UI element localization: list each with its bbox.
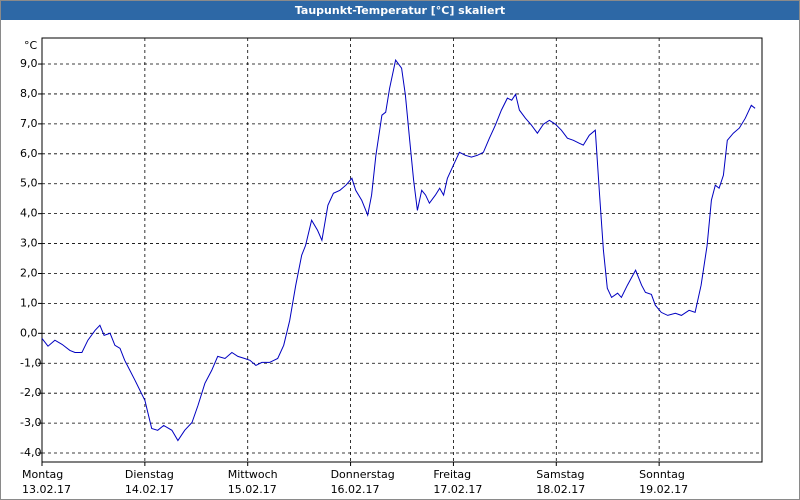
y-tick-label: 8,0 [20,87,38,100]
y-tick-label: -3,0 [20,416,41,429]
x-tick-label: Donnerstag [331,468,395,481]
title-bar [1,1,799,20]
x-tick-label: 19.02.17 [639,483,688,496]
y-tick-label: 6,0 [20,147,38,160]
x-tick-label: 15.02.17 [228,483,277,496]
x-tick-label: Mittwoch [228,468,278,481]
y-tick-label: 9,0 [20,57,38,70]
y-tick-label: -1,0 [20,356,41,369]
x-tick-label: Sonntag [639,468,685,481]
data-line [41,58,756,442]
y-tick-label: 1,0 [20,296,38,309]
y-unit: °C [24,39,38,52]
x-tick-label: Dienstag [125,468,174,481]
y-tick-label: 2,0 [20,266,38,279]
x-tick-label: 18.02.17 [536,483,585,496]
y-tick-label: 0,0 [20,326,38,339]
y-tick-label: 7,0 [20,117,38,130]
x-tick-label: 17.02.17 [433,483,482,496]
chart-title: Taupunkt-Temperatur [°C] skaliert [295,4,505,17]
x-tick-label: 13.02.17 [22,483,71,496]
x-tick-label: Samstag [536,468,584,481]
y-tick-label: 3,0 [20,237,38,250]
x-tick-label: Montag [22,468,63,481]
x-tick-label: 16.02.17 [331,483,380,496]
y-tick-label: -4,0 [20,446,41,459]
plot-area [41,37,763,463]
x-tick-label: 14.02.17 [125,483,174,496]
y-tick-label: 5,0 [20,177,38,190]
y-tick-label: -2,0 [20,386,41,399]
y-tick-label: 4,0 [20,207,38,220]
x-tick-label: Freitag [433,468,471,481]
